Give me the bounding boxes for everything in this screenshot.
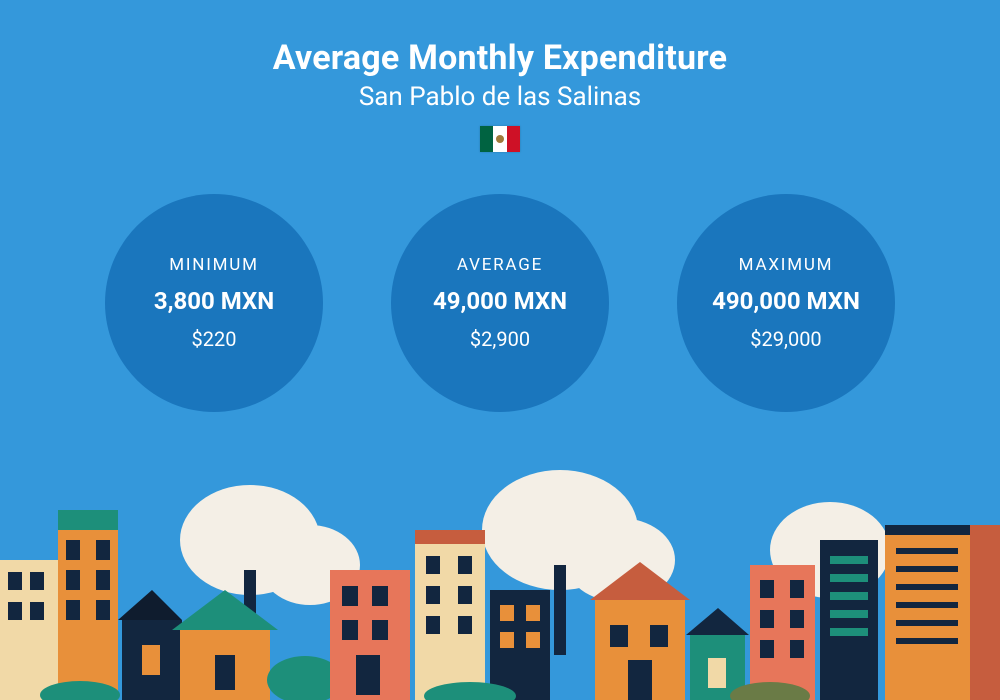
- stat-sub: $29,000: [750, 327, 821, 351]
- stat-label: AVERAGE: [457, 255, 543, 275]
- stat-average: AVERAGE 49,000 MXN $2,900: [391, 194, 609, 412]
- mexico-flag-icon: [480, 126, 520, 152]
- stat-sub: $2,900: [470, 327, 530, 351]
- stat-minimum: MINIMUM 3,800 MXN $220: [105, 194, 323, 412]
- stat-sub: $220: [192, 327, 237, 351]
- page-title: Average Monthly Expenditure: [0, 38, 1000, 78]
- stat-main: 3,800 MXN: [154, 287, 274, 315]
- stats-row: MINIMUM 3,800 MXN $220 AVERAGE 49,000 MX…: [0, 194, 1000, 412]
- cityscape-illustration: [0, 470, 1000, 700]
- stat-main: 490,000 MXN: [712, 287, 860, 315]
- page-subtitle: San Pablo de las Salinas: [0, 82, 1000, 112]
- stat-main: 49,000 MXN: [433, 287, 567, 315]
- stat-label: MAXIMUM: [739, 255, 834, 275]
- stat-label: MINIMUM: [169, 255, 259, 275]
- stat-maximum: MAXIMUM 490,000 MXN $29,000: [677, 194, 895, 412]
